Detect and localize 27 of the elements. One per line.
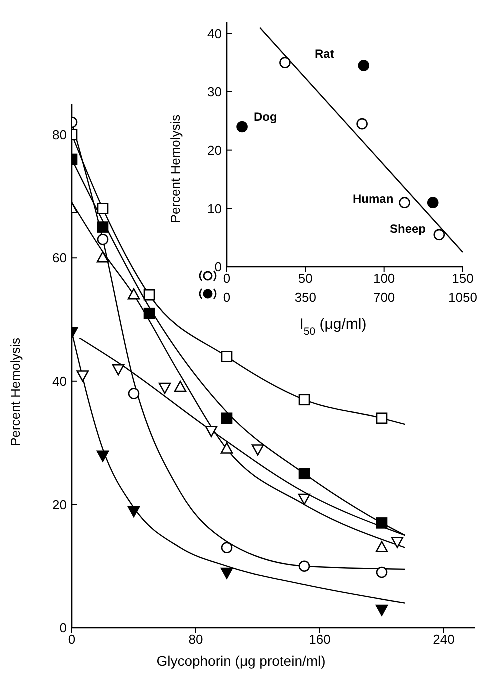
y-tick-label: 20	[52, 497, 67, 512]
y-axis-title: Percent Hemolysis	[8, 338, 23, 446]
y-tick-label: 20	[208, 142, 222, 158]
x-axis-title: I$_{50}$ (μg/ml)	[300, 316, 367, 338]
x2-tick-label: 1050	[448, 290, 478, 306]
y-axis-title: Percent Hemolysis	[168, 114, 183, 224]
annotation: Rat	[315, 47, 334, 61]
x-tick-label: 50	[298, 271, 313, 286]
x-tick-label: 150	[452, 271, 474, 286]
y-tick-label: 0	[60, 620, 67, 636]
x2-tick-label: 350	[294, 290, 317, 306]
y-tick-label: 30	[208, 84, 222, 100]
x-axis-title: Glycophorin (μg protein/ml)	[156, 653, 326, 669]
x-tick-label: 100	[373, 271, 396, 286]
y-tick-label: 60	[52, 250, 67, 266]
x-tick-label: 80	[188, 632, 204, 648]
x-tick-label: 240	[433, 632, 455, 648]
y-tick-label: 10	[208, 201, 222, 216]
y-tick-label: 80	[52, 127, 67, 142]
y-tick-label: 40	[208, 26, 222, 42]
annotation: Sheep	[390, 222, 426, 236]
annotation: Human	[353, 192, 394, 206]
y-tick-label: 0	[214, 260, 222, 275]
x-tick-label: 160	[309, 632, 331, 648]
x2-tick-label: 700	[373, 290, 396, 306]
annotation: Dog	[254, 110, 278, 124]
y-tick-label: 40	[52, 374, 67, 390]
